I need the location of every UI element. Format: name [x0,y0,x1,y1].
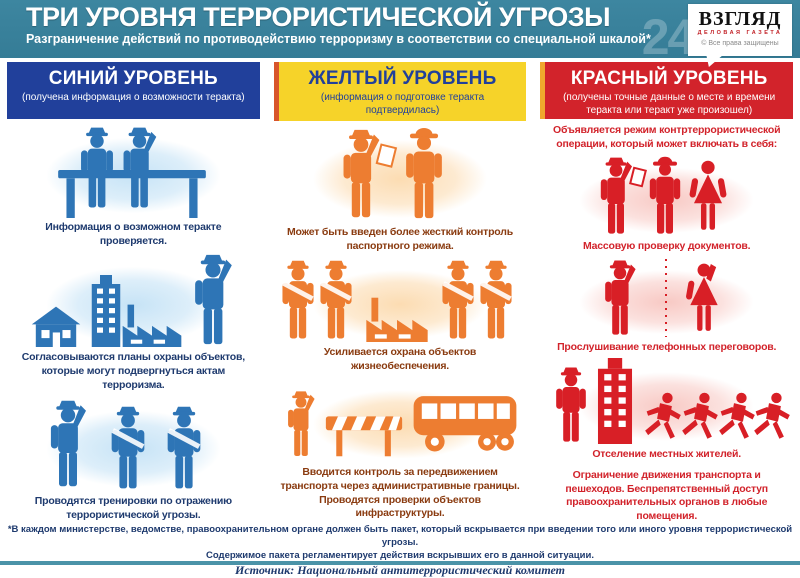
yellow-item-2: Усиливается охрана объектов жизнеобеспеч… [273,256,527,373]
blue-item-1: Информация о возможном теракте проверяет… [7,122,260,248]
source-line: Источник: Национальный антитеррористичес… [234,563,566,578]
red-item-1-caption: Массовую проверку документов. [582,240,751,253]
blue-item-3: Проводятся тренировки по отражению терро… [7,395,260,522]
resettlement-icon [540,357,794,446]
levels-columns: СИНИЙ УРОВЕНЬ (получена информация о воз… [0,58,800,523]
blue-item-1-caption: Информация о возможном теракте проверяет… [45,221,222,247]
red-extra-text: Ограничение движения транспорта и пешехо… [565,469,768,523]
red-item-3: Отселение местных жителей. [540,357,794,462]
red-item-1: Массовую проверку документов. [540,154,794,254]
column-red-level: КРАСНЫЙ УРОВЕНЬ (получены точные данные … [540,62,794,523]
blue-level-header: СИНИЙ УРОВЕНЬ (получена информация о воз… [7,62,260,119]
officers-at-desk-icon [7,122,260,219]
vzglyad-logo: ВЗГЛЯД ДЕЛОВАЯ ГАЗЕТА © Все права защище… [688,4,792,67]
yellow-level-header: ЖЕЛТЫЙ УРОВЕНЬ (информация о подготовке … [273,62,527,121]
blue-item-2-caption: Согласовываются планы охраны объектов, к… [21,351,245,391]
passport-check-icon [273,123,527,224]
logo-copyright: © Все права защищены [701,40,779,47]
header-band: ТРИ УРОВНЯ ТЕРРОРИСТИЧЕСКОЙ УГРОЗЫ Разгр… [0,0,800,67]
phone-tapping-icon [540,256,794,339]
column-blue-level: СИНИЙ УРОВЕНЬ (получена информация о воз… [7,62,260,521]
blue-level-subtitle: (получена информация о возможности терак… [22,92,245,103]
footnote-1: *В каждом министерстве, ведомстве, право… [7,524,793,548]
page-title: ТРИ УРОВНЯ ТЕРРОРИСТИЧЕСКОЙ УГРОЗЫ [26,2,611,32]
blue-level-title: СИНИЙ УРОВЕНЬ [48,68,218,89]
yellow-item-2-caption: Усиливается охрана объектов жизнеобеспеч… [323,346,477,372]
red-item-2-caption: Прослушивание телефонных переговоров. [557,340,777,353]
yellow-item-3-caption: Вводится контроль за передвижением транс… [280,466,520,520]
yellow-item-1-caption: Может быть введен более жесткий контроль… [287,225,513,252]
protected-buildings-icon [7,251,260,350]
red-intro-text: Объявляется режим контртеррористической … [553,124,781,150]
red-level-header: КРАСНЫЙ УРОВЕНЬ (получены точные данные … [540,62,794,119]
yellow-item-3: Вводится контроль за передвижением транс… [273,376,527,521]
red-item-3-caption: Отселение местных жителей. [592,447,742,460]
transport-control-icon [273,376,527,465]
blue-item-3-caption: Проводятся тренировки по отражению терро… [34,495,232,521]
red-level-subtitle: (получены точные данные о месте и времен… [563,92,776,116]
red-item-2: Прослушивание телефонных переговоров. [540,256,794,355]
logo-tagline: ДЕЛОВАЯ ГАЗЕТА [697,30,783,36]
logo-name: ВЗГЛЯД [698,8,782,30]
column-yellow-level: ЖЕЛТЫЙ УРОВЕНЬ (информация о подготовке … [273,62,527,521]
footnote-2: Содержимое пакета регламентирует действи… [206,549,594,561]
mass-document-check-icon [540,154,794,239]
footer: *В каждом министерстве, ведомстве, право… [0,521,800,578]
yellow-level-title: ЖЕЛТЫЙ УРОВЕНЬ [308,68,497,89]
page-subtitle: Разграничение действий по противодействи… [26,32,651,47]
yellow-level-subtitle: (информация о подготовке теракта подтвер… [320,92,485,116]
blue-item-2: Согласовываются планы охраны объектов, к… [7,251,260,392]
red-level-title: КРАСНЫЙ УРОВЕНЬ [570,68,768,89]
yellow-item-1: Может быть введен более жесткий контроль… [273,123,527,253]
guarded-factory-icon [273,256,527,345]
bottom-accent-bar [0,561,800,565]
training-officers-icon [7,395,260,494]
